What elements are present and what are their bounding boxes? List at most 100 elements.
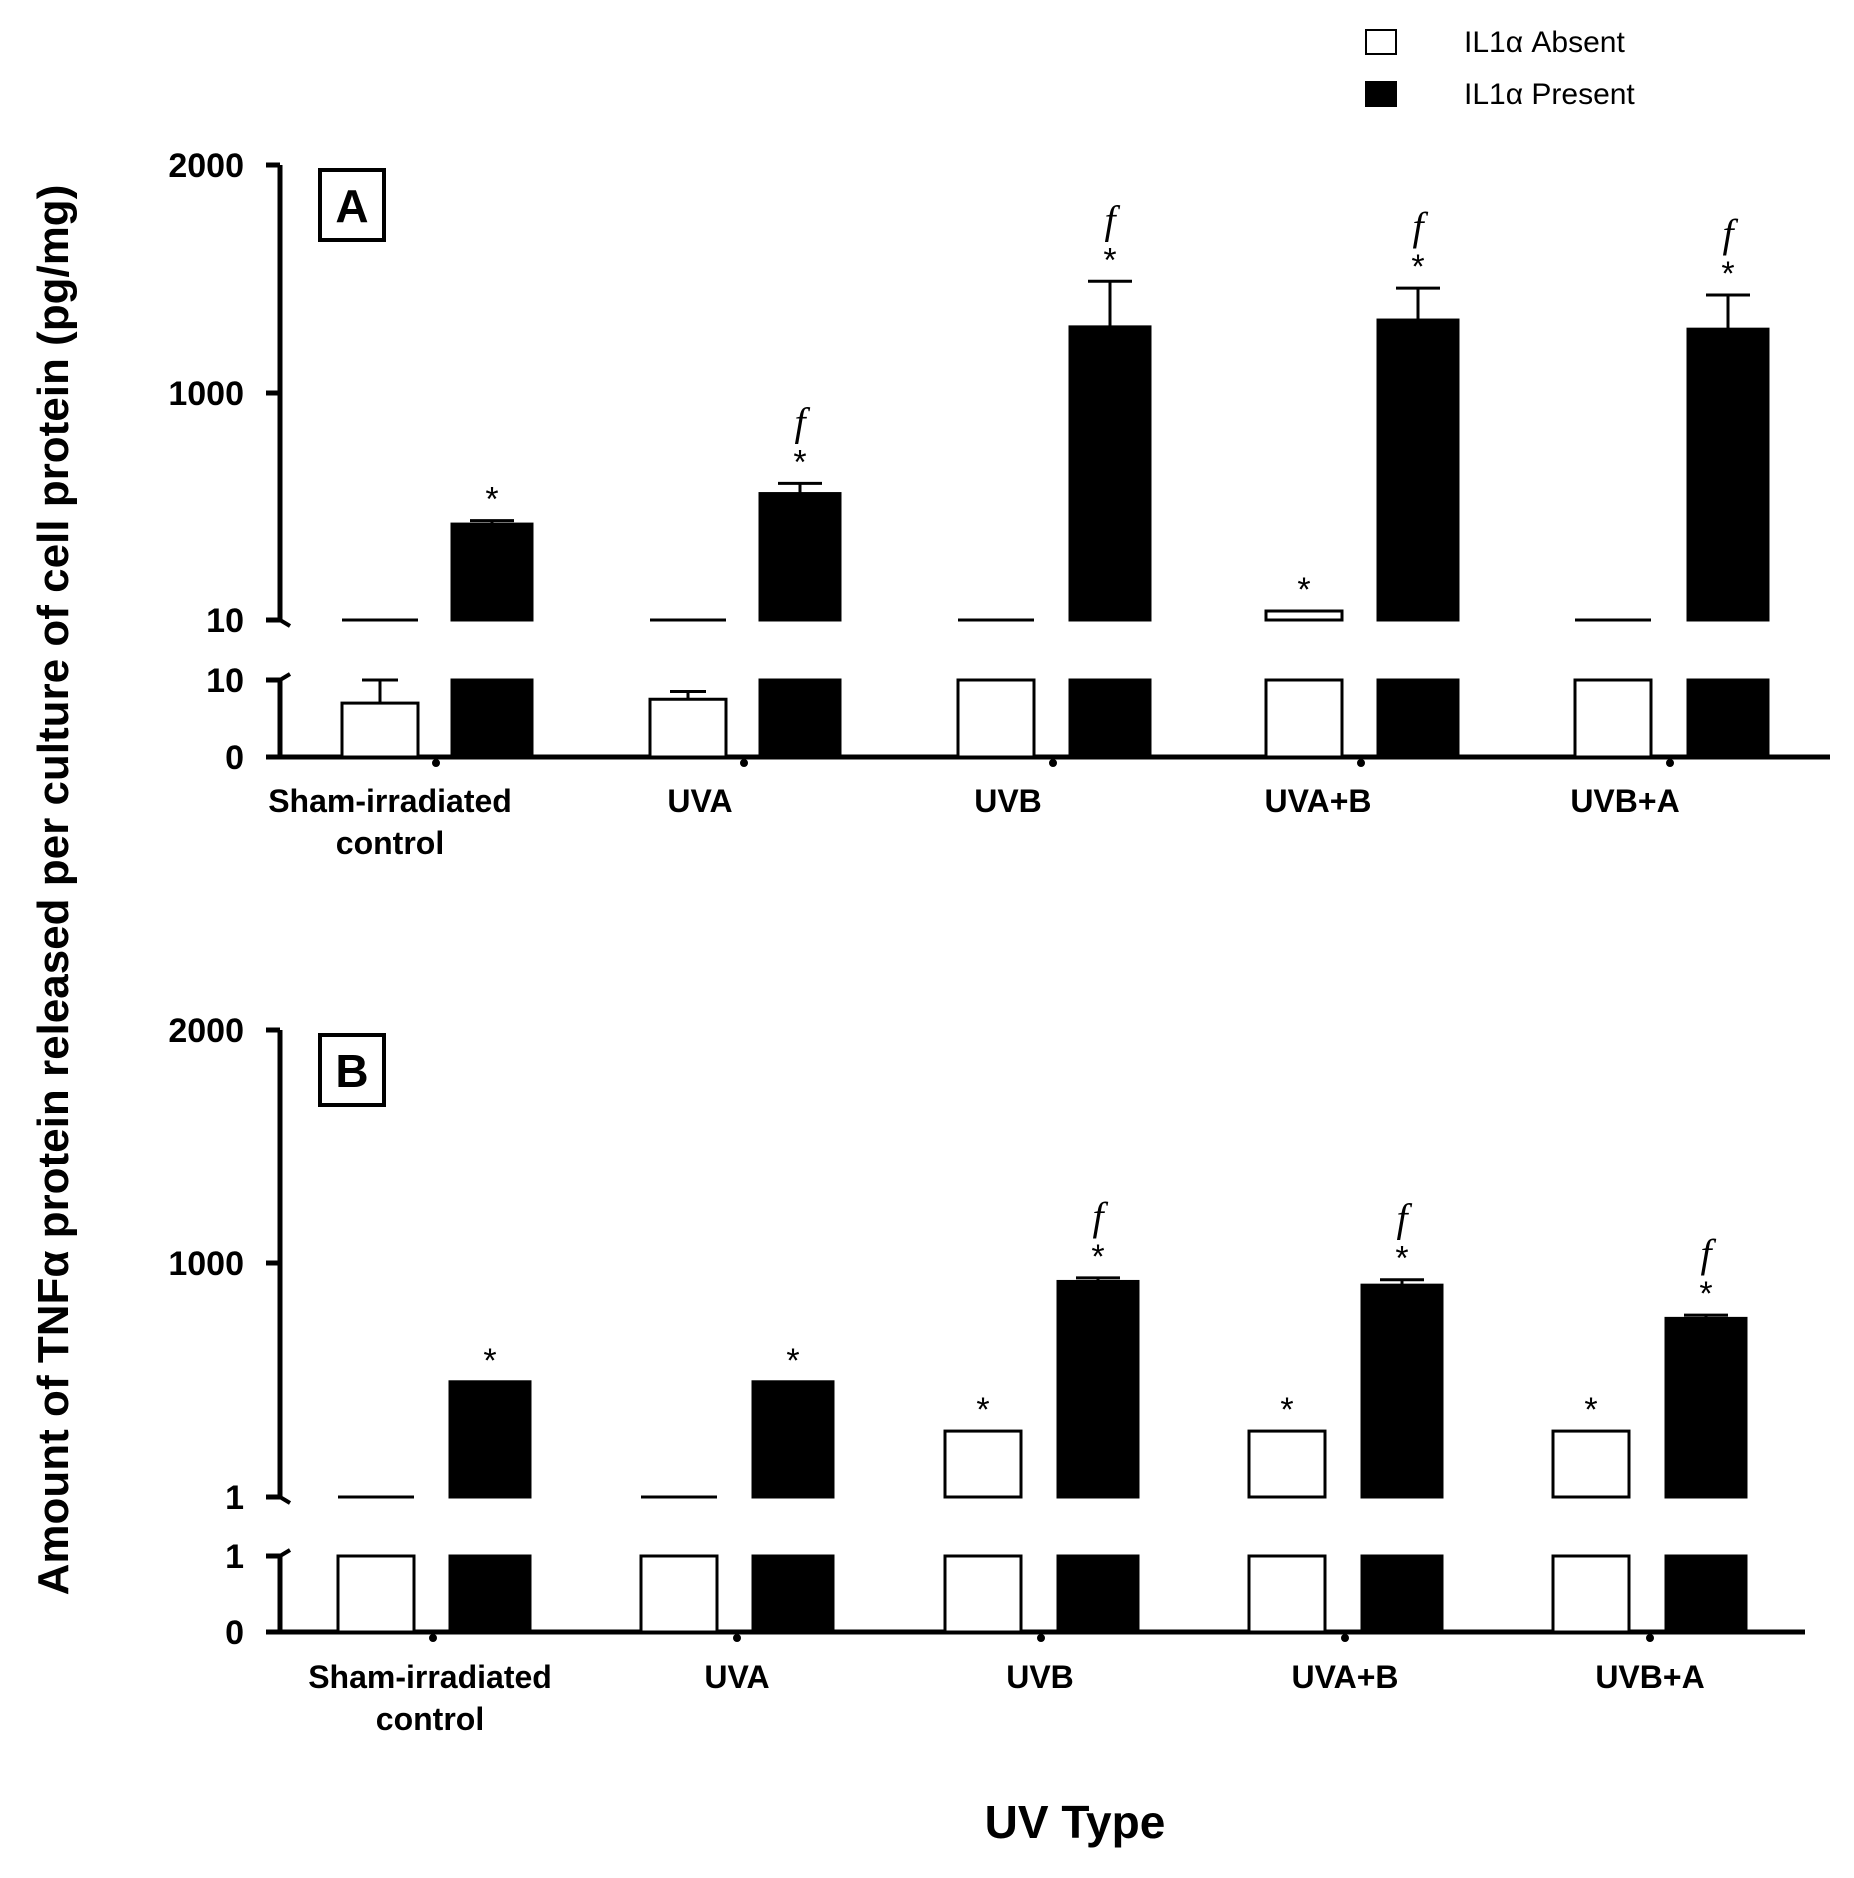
bar-present-upper (1376, 318, 1460, 622)
x-category-label: control (336, 825, 444, 861)
x-category-label: control (376, 1701, 484, 1737)
x-tick (1037, 1634, 1045, 1642)
x-tick (1357, 759, 1365, 767)
y-tick-label-upper: 2000 (168, 147, 244, 185)
x-category-label: UVB (974, 783, 1042, 819)
y-tick-label-lower: 10 (206, 662, 244, 700)
bar-present-lower (1664, 1554, 1748, 1634)
significance-f: f (1722, 211, 1738, 256)
y-tick-label-lower: 0 (225, 1614, 244, 1652)
x-tick (1049, 759, 1057, 767)
bar-absent-lower (648, 697, 728, 759)
bar-present-lower (1360, 1554, 1444, 1634)
y-axis-label: Amount of TNFα protein released per cult… (29, 185, 78, 1596)
panel-b-label: B (335, 1045, 368, 1097)
significance-star: * (1280, 1391, 1293, 1429)
x-tick (432, 759, 440, 767)
bar-absent-lower (1264, 678, 1344, 759)
bar-absent-lower (340, 701, 420, 759)
bar-present-lower (1068, 678, 1152, 759)
bar-absent-lower (1573, 678, 1653, 759)
bar-absent-upper (1264, 609, 1344, 622)
legend: IL1α Absent IL1α Present (1365, 26, 1635, 111)
x-category-label: UVB+A (1570, 783, 1679, 819)
panel-a-label-box (318, 168, 386, 242)
bar-present-lower (450, 678, 534, 759)
bar-present-lower (1056, 1554, 1140, 1634)
x-tick (733, 1634, 741, 1642)
bar-present-lower (1686, 678, 1770, 759)
x-category-label: UVB (1006, 1659, 1074, 1695)
x-tick (429, 1634, 437, 1642)
legend-swatch-absent (1365, 29, 1397, 55)
significance-star: * (485, 481, 498, 519)
bar-absent-lower (1247, 1554, 1327, 1634)
bar-present-upper (1068, 325, 1152, 622)
bar-absent-lower (943, 1554, 1023, 1634)
bar-absent-upper (1247, 1429, 1327, 1499)
bar-present-lower (758, 678, 842, 759)
legend-swatch-present (1365, 81, 1397, 107)
bar-present-upper (1686, 327, 1770, 622)
significance-star: * (786, 1342, 799, 1380)
y-tick-label-upper: 1000 (168, 375, 244, 413)
x-tick (1666, 759, 1674, 767)
y-tick-label-upper: 2000 (168, 1012, 244, 1050)
bar-present-upper (1360, 1283, 1444, 1499)
significance-f: f (1092, 1194, 1108, 1239)
panel-a: A 2000 1000 10 10 0 Sham-irradiated control UVA… (168, 147, 1830, 861)
panel-b-label-box (318, 1033, 386, 1107)
x-tick (740, 759, 748, 767)
bar-present-lower (1376, 678, 1460, 759)
x-category-label: Sham-irradiated (308, 1659, 552, 1695)
bar-present-upper (1664, 1316, 1748, 1499)
significance-f: f (1396, 1196, 1412, 1241)
panel-b: B 2000 1000 1 1 0 Sham-irradiated control UVA UV… (168, 1012, 1805, 1737)
bar-present-lower (448, 1554, 532, 1634)
significance-star: * (1091, 1238, 1104, 1276)
significance-star: * (1395, 1240, 1408, 1278)
x-category-label: UVA+B (1292, 1659, 1399, 1695)
axis-break-upper (278, 618, 292, 628)
x-tick (1646, 1634, 1654, 1642)
x-category-label: UVA+B (1265, 783, 1372, 819)
x-category-label: Sham-irradiated (268, 783, 512, 819)
significance-star: * (1103, 241, 1116, 279)
x-axis-label: UV Type (985, 1796, 1166, 1848)
significance-star: * (1411, 248, 1424, 286)
y-tick-label-lower: 0 (225, 739, 244, 777)
y-tick-label-upper: 1 (225, 1479, 244, 1517)
significance-f: f (1412, 204, 1428, 249)
axis-break-lower (278, 1548, 292, 1558)
bar-present-upper (450, 522, 534, 622)
panel-a-label: A (335, 180, 368, 232)
bar-present-upper (751, 1380, 835, 1499)
significance-f: f (1700, 1231, 1716, 1276)
x-category-label: UVA (667, 783, 732, 819)
y-tick-label-upper: 1000 (168, 1245, 244, 1283)
y-tick-label-lower: 1 (225, 1538, 244, 1576)
significance-f: f (794, 399, 810, 444)
bar-present-upper (448, 1380, 532, 1499)
significance-star: * (976, 1391, 989, 1429)
y-tick-label-upper: 10 (206, 602, 244, 640)
bar-absent-lower (639, 1554, 719, 1634)
significance-star: * (483, 1342, 496, 1380)
significance-star: * (1721, 255, 1734, 293)
x-category-label: UVB+A (1595, 1659, 1704, 1695)
significance-star: * (793, 443, 806, 481)
bar-present-lower (751, 1554, 835, 1634)
legend-label-absent: IL1α Absent (1464, 26, 1625, 59)
bar-absent-lower (1551, 1554, 1631, 1634)
bar-absent-lower (336, 1554, 416, 1634)
significance-f: f (1104, 197, 1120, 242)
axis-break-upper (278, 1495, 292, 1505)
significance-star: * (1297, 571, 1310, 609)
bar-present-upper (758, 492, 842, 622)
legend-label-present: IL1α Present (1464, 78, 1635, 111)
significance-star: * (1584, 1391, 1597, 1429)
axis-break-lower (278, 672, 292, 682)
bar-absent-lower (956, 678, 1036, 759)
bar-absent-upper (1551, 1429, 1631, 1499)
